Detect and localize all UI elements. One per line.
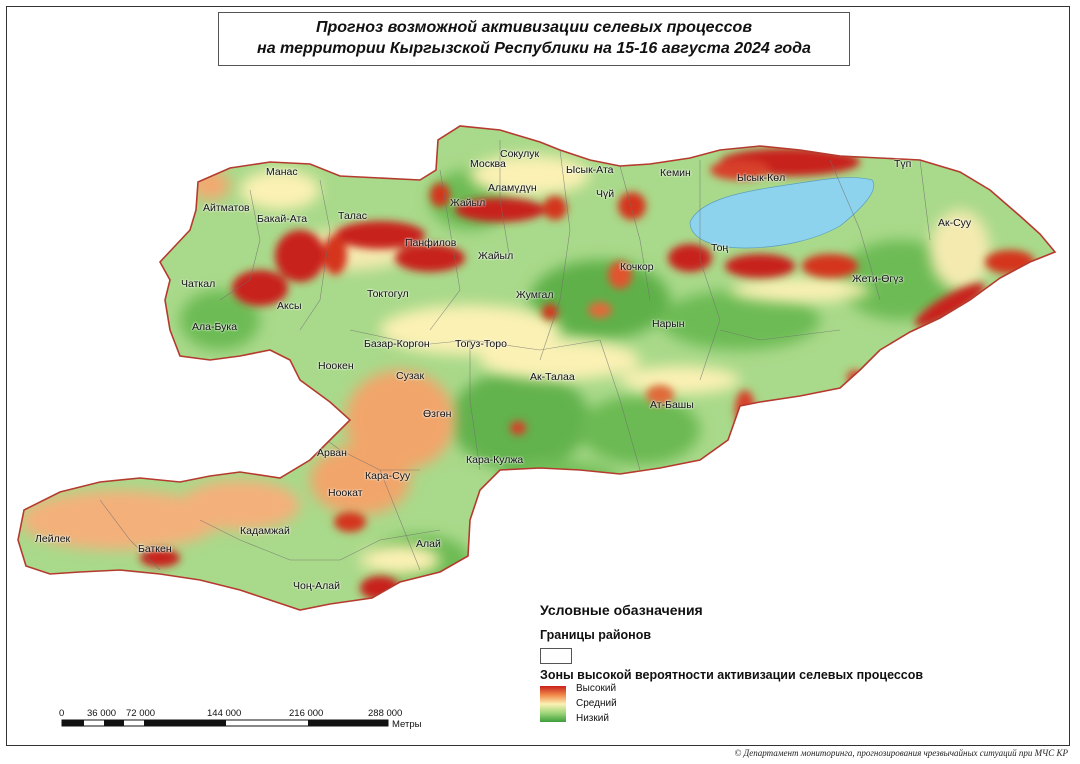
district-label: Кара-Суу	[365, 470, 411, 482]
map-title: Прогноз возможной активизации селевых пр…	[218, 12, 850, 66]
district-label: Москва	[470, 158, 506, 170]
district-label: Бакай-Ата	[257, 213, 308, 225]
scale-tick-0: 0	[59, 708, 65, 719]
district-label: Кемин	[660, 167, 691, 179]
district-label: Баткен	[138, 543, 172, 555]
district-label: Сокулук	[500, 148, 540, 160]
district-label: Сузак	[396, 370, 425, 382]
legend-boundaries-label: Границы районов	[540, 628, 652, 642]
legend-low-label: Низкий	[576, 713, 609, 724]
legend-zones-label: Зоны высокой вероятности активизации сел…	[540, 668, 924, 682]
district-label: Ак-Суу	[938, 217, 972, 229]
district-label: Кара-Кулжа	[466, 454, 524, 466]
district-label: Талас	[338, 210, 367, 222]
district-label: Манас	[266, 166, 298, 178]
district-label: Нарын	[652, 318, 685, 330]
district-label: Лейлек	[35, 533, 71, 545]
district-label: Базар-Коргон	[364, 338, 430, 350]
district-label: Чоң-Алай	[293, 580, 340, 592]
district-label: Жумгал	[516, 289, 554, 301]
map-title-line1: Прогноз возможной активизации селевых пр…	[316, 19, 752, 36]
district-label: Жайыл	[478, 250, 514, 262]
scale-tick-144000: 144 000	[207, 708, 242, 719]
district-label: Аламүдүн	[488, 182, 537, 194]
scale-tick-216000: 216 000	[289, 708, 324, 719]
district-label: Жайыл	[450, 197, 486, 209]
district-label: Ат-Башы	[650, 399, 694, 411]
district-label: Чүй	[596, 188, 615, 200]
scale-tick-72000: 72 000	[126, 708, 156, 719]
scale-tick-288000: 288 000	[368, 708, 403, 719]
district-label: Ноокат	[328, 487, 363, 499]
legend-medium-label: Средний	[576, 698, 617, 709]
issyk-kul-lake	[689, 177, 875, 249]
district-label: Өзгөн	[423, 408, 452, 420]
district-label: Түп	[894, 158, 912, 170]
legend-color-ramp	[540, 686, 566, 722]
district-label: Жети-Өгүз	[852, 273, 904, 285]
map-frame	[6, 6, 1070, 746]
legend-title: Условные обазначения	[540, 602, 703, 618]
scale-tick-36000: 36 000	[87, 708, 117, 719]
legend-boundary-swatch	[540, 648, 572, 664]
map-title-line2: на территории Кыргызской Республики на 1…	[257, 40, 811, 57]
district-label: Чаткал	[181, 278, 216, 290]
district-label: Ала-Бука	[192, 321, 238, 333]
district-label: Ноокен	[318, 360, 354, 372]
district-label: Тогуз-Торо	[455, 338, 507, 350]
district-label: Ак-Талаа	[530, 371, 575, 383]
district-label: Тоң	[711, 242, 729, 254]
district-label: Алай	[416, 538, 441, 550]
district-label: Арван	[317, 447, 347, 459]
district-label: Кадамжай	[240, 525, 290, 537]
district-label: Кочкор	[620, 261, 654, 273]
legend-high-label: Высокий	[576, 683, 617, 694]
district-label: Айтматов	[203, 202, 250, 214]
scale-unit: Метры	[392, 719, 422, 730]
district-label: Аксы	[277, 300, 302, 312]
copyright-note: © Департамент мониторинга, прогнозирован…	[734, 748, 1068, 758]
district-label: Панфилов	[405, 237, 457, 249]
district-label: Ысык-Ата	[566, 164, 614, 176]
district-label: Ысык-Көл	[737, 172, 786, 184]
district-label: Токтогул	[367, 288, 409, 300]
